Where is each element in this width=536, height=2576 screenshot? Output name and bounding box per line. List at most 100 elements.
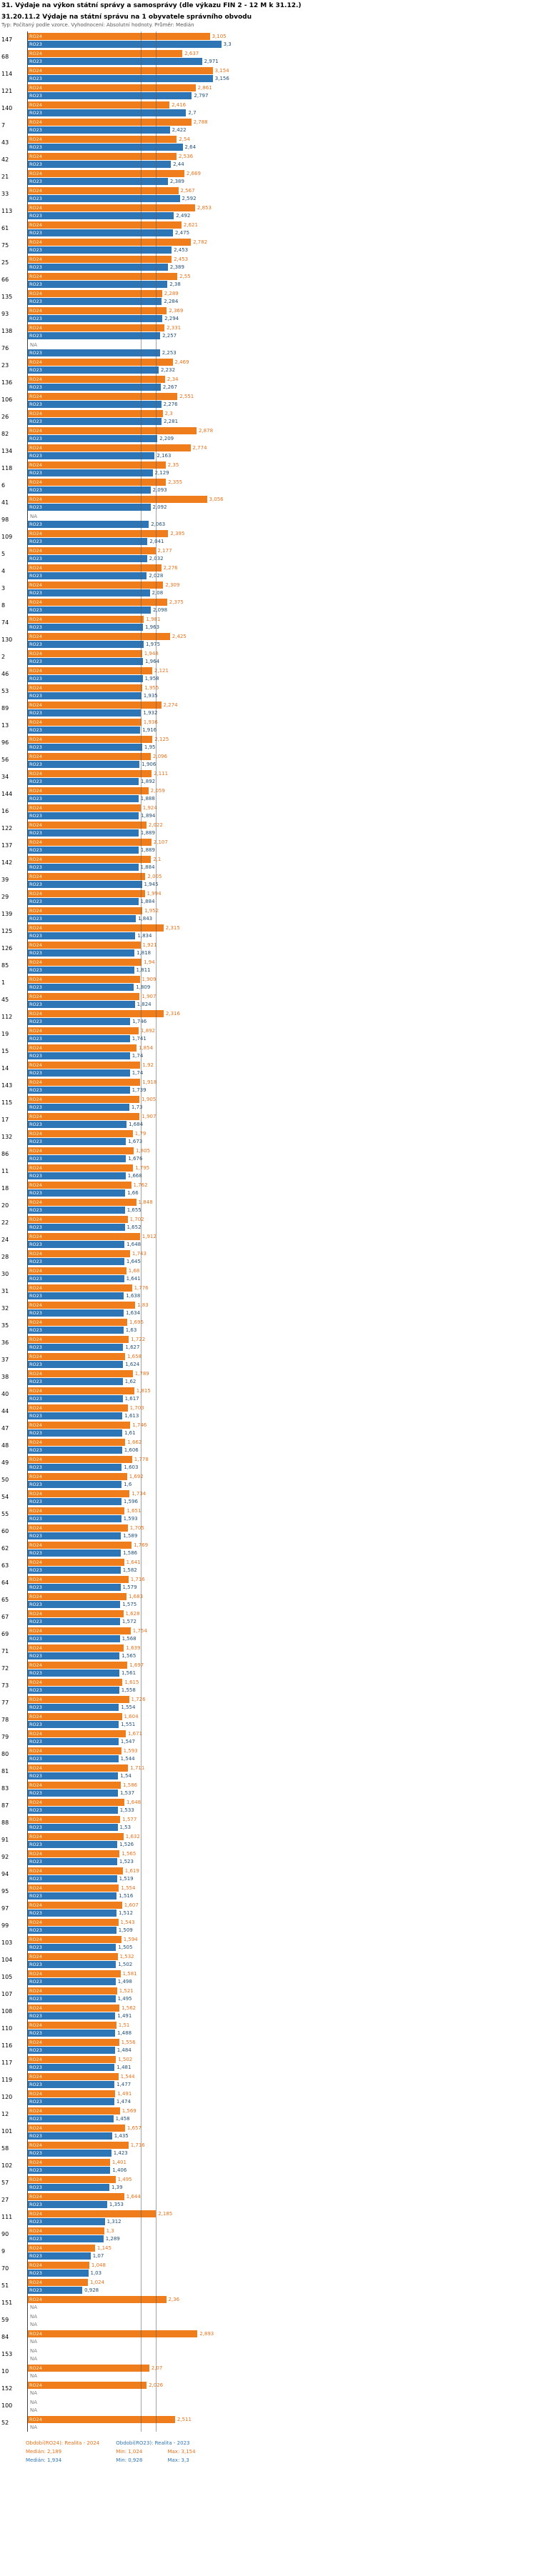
bar-ro23: RO23 [28, 1241, 125, 1248]
bar-value: 1,632 [125, 1834, 140, 1839]
bar-ro24: RO24 [28, 1867, 123, 1874]
bar-value: 1,66 [127, 1190, 139, 1196]
bar-value: 1,894 [141, 813, 156, 819]
row-bars: RO24 2,55 RO23 2,38 [27, 271, 536, 289]
row-bars: NA RO23 2,253 [27, 340, 536, 357]
bar-value: 1,561 [121, 1670, 137, 1676]
bar-value: 1,512 [119, 1910, 134, 1916]
series-label: RO23 [29, 2219, 42, 2225]
series-label: RO23 [29, 161, 42, 167]
bar-value: 1,778 [134, 1457, 149, 1462]
bar-ro24: RO24 [28, 907, 143, 914]
chart-row: 41 RO24 3,056 RO23 2,092 [0, 494, 536, 511]
na-value: NA [30, 2407, 38, 2413]
row-id-label: 121 [1, 88, 13, 94]
row-bars: NA RO23 2,063 [27, 511, 536, 529]
series-label: RO24 [29, 1937, 42, 1942]
series-label: RO23 [29, 762, 42, 767]
bar-ro23: RO23 [28, 92, 192, 99]
chart-row: 82 RO24 2,878 RO23 2,209 [0, 426, 536, 443]
bar-ro24: RO24 [28, 1010, 164, 1017]
bar-ro23: RO23 [28, 109, 187, 116]
row-bars: RO24 1,716 RO23 1,579 [27, 1574, 536, 1592]
bar-ro23: RO23 [28, 1652, 120, 1659]
bar-value: 2,774 [192, 445, 207, 451]
bar-ro24: RO24 [28, 84, 196, 91]
bar-ro24: RO24 [28, 1884, 119, 1892]
row-bars: RO24 2,177 RO23 2,032 [27, 546, 536, 563]
series-label: RO23 [29, 1276, 42, 1282]
bar-value: 2,3 [164, 411, 173, 416]
series-label: RO23 [29, 350, 42, 356]
bar-ro24: RO24 [28, 1044, 137, 1052]
series-label: RO23 [29, 899, 42, 904]
bar-ro23: RO23 [28, 1344, 124, 1351]
bar-ro23: RO23 [28, 1172, 126, 1179]
series-label: RO23 [29, 2013, 42, 2019]
median-line-ro24 [155, 31, 157, 2432]
bar-ro23: RO23 [28, 829, 139, 837]
series-label: RO24 [29, 2417, 42, 2422]
bar-ro23: RO23 [28, 349, 160, 356]
bar-value: 1,586 [123, 1782, 138, 1788]
row-bars: RO24 2,096 RO23 1,906 [27, 752, 536, 769]
bar-ro23: RO23 [28, 1961, 116, 1968]
bar-ro24: RO24 [28, 1216, 128, 1223]
bar-ro24: RO24 [28, 1147, 134, 1154]
series-label: RO24 [29, 376, 42, 382]
bar-value: 1,495 [117, 1996, 132, 2002]
row-bars: RO24 1,711 RO23 1,54 [27, 1763, 536, 1780]
row-id-label: 130 [1, 636, 13, 643]
legend-stats-2024: Medián: 2,189 Min: 1,024 Max: 3,154 [26, 2447, 536, 2456]
series-label: RO24 [29, 2057, 42, 2062]
bar-value: 3,3 [223, 41, 232, 47]
bar-ro24: RO24 [28, 804, 141, 812]
row-id-label: 27 [1, 2197, 9, 2203]
row-id-label: 112 [1, 1014, 13, 1020]
bar-ro23: RO23 [28, 1549, 121, 1557]
bar-ro24: RO24 [28, 444, 191, 451]
row-id-label: 72 [1, 1665, 9, 1672]
bar-value: 1,51 [118, 2022, 130, 2028]
bar-ro23: RO23 [28, 1824, 118, 1831]
chart-row: 57 RO24 1,495 RO23 1,39 [0, 2175, 536, 2192]
bar-ro24: RO24 [28, 410, 163, 417]
bar-ro23: RO23 [28, 1258, 124, 1265]
bar-value: 2,107 [153, 839, 168, 845]
row-bars: RO24 1,918 RO23 1,739 [27, 1077, 536, 1094]
bar-ro24: RO24 [28, 1473, 127, 1480]
row-bars: RO24 1,51 RO23 1,488 [27, 2020, 536, 2037]
bar-value: 1,889 [140, 830, 155, 836]
chart-row: 13 RO24 1,936 RO23 1,916 [0, 717, 536, 734]
series-label: RO23 [29, 1122, 42, 1127]
bar-ro24: RO24 [28, 461, 166, 469]
row-bars: RO24 1,981 RO23 1,963 [27, 614, 536, 631]
bar-value: 1,575 [122, 1602, 137, 1607]
na-value: NA [30, 2348, 38, 2354]
bar-value: 1,815 [136, 1388, 151, 1394]
bar-ro23: RO23 [28, 1395, 123, 1402]
series-label: RO24 [29, 805, 42, 811]
bar-ro24: RO24 [28, 1953, 118, 1960]
bar-ro24: RO24 [28, 204, 195, 211]
row-id-label: 139 [1, 911, 13, 917]
row-bars: RO24 3,105 RO23 3,3 [27, 31, 536, 49]
series-label: RO24 [29, 1474, 42, 1479]
bar-ro23: RO23 [28, 795, 139, 802]
chart-row: 151 RO24 2,36 NA [0, 2295, 536, 2312]
series-label: RO24 [29, 1405, 42, 1411]
row-id-label: 53 [1, 688, 9, 694]
row-bars: RO24 1,554 RO23 1,516 [27, 1883, 536, 1900]
bar-ro23: RO23 [28, 1155, 126, 1162]
bar-value: 2,331 [167, 325, 182, 331]
row-bars: RO24 1,795 RO23 1,668 [27, 1163, 536, 1180]
series-label: RO23 [29, 2133, 42, 2139]
chart-row: 113 RO24 2,853 RO23 2,492 [0, 203, 536, 220]
bar-ro23: RO23 [28, 1104, 129, 1111]
chart-row: 36 RO24 1,722 RO23 1,627 [0, 1334, 536, 1352]
row-bars: RO24 2,453 RO23 2,389 [27, 254, 536, 271]
chart-row: 135 RO24 2,289 RO23 2,284 [0, 289, 536, 306]
series-label: RO23 [29, 1550, 42, 1556]
bar-ro24: RO24 [28, 1319, 127, 1326]
